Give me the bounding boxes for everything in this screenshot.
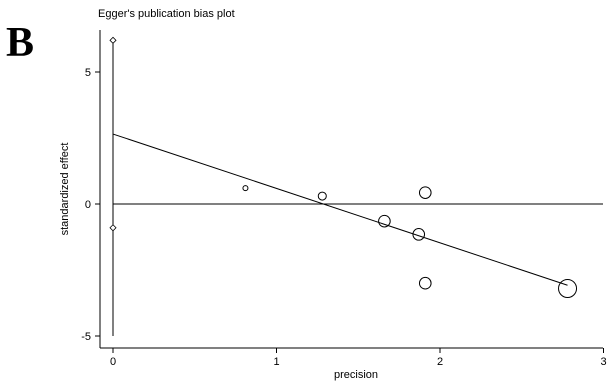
x-tick-label: 3 xyxy=(600,356,606,368)
regression-line xyxy=(112,133,568,286)
data-point xyxy=(317,191,327,201)
y-axis-label: standardized effect xyxy=(59,143,71,236)
x-axis-ticks: 0 1 2 3 xyxy=(110,348,607,368)
plot-area xyxy=(109,36,603,336)
data-point xyxy=(418,186,432,199)
data-point xyxy=(558,278,578,298)
x-tick-label: 0 xyxy=(110,356,116,368)
x-tick-label: 1 xyxy=(273,356,279,368)
intercept-ci-marker xyxy=(109,224,117,232)
y-tick-label: -5 xyxy=(81,331,91,343)
data-point xyxy=(242,185,249,192)
y-tick-label: 0 xyxy=(85,199,91,211)
intercept-ci-marker xyxy=(109,36,117,44)
x-tick-label: 2 xyxy=(437,356,443,368)
y-axis-ticks: -5 0 5 xyxy=(81,67,100,343)
data-point xyxy=(412,228,426,241)
x-axis-label: precision xyxy=(334,369,378,381)
y-tick-label: 5 xyxy=(85,67,91,79)
data-point xyxy=(418,276,432,290)
panel-label: B xyxy=(6,20,34,66)
chart-title: Egger's publication bias plot xyxy=(98,8,235,20)
data-point xyxy=(378,214,391,228)
